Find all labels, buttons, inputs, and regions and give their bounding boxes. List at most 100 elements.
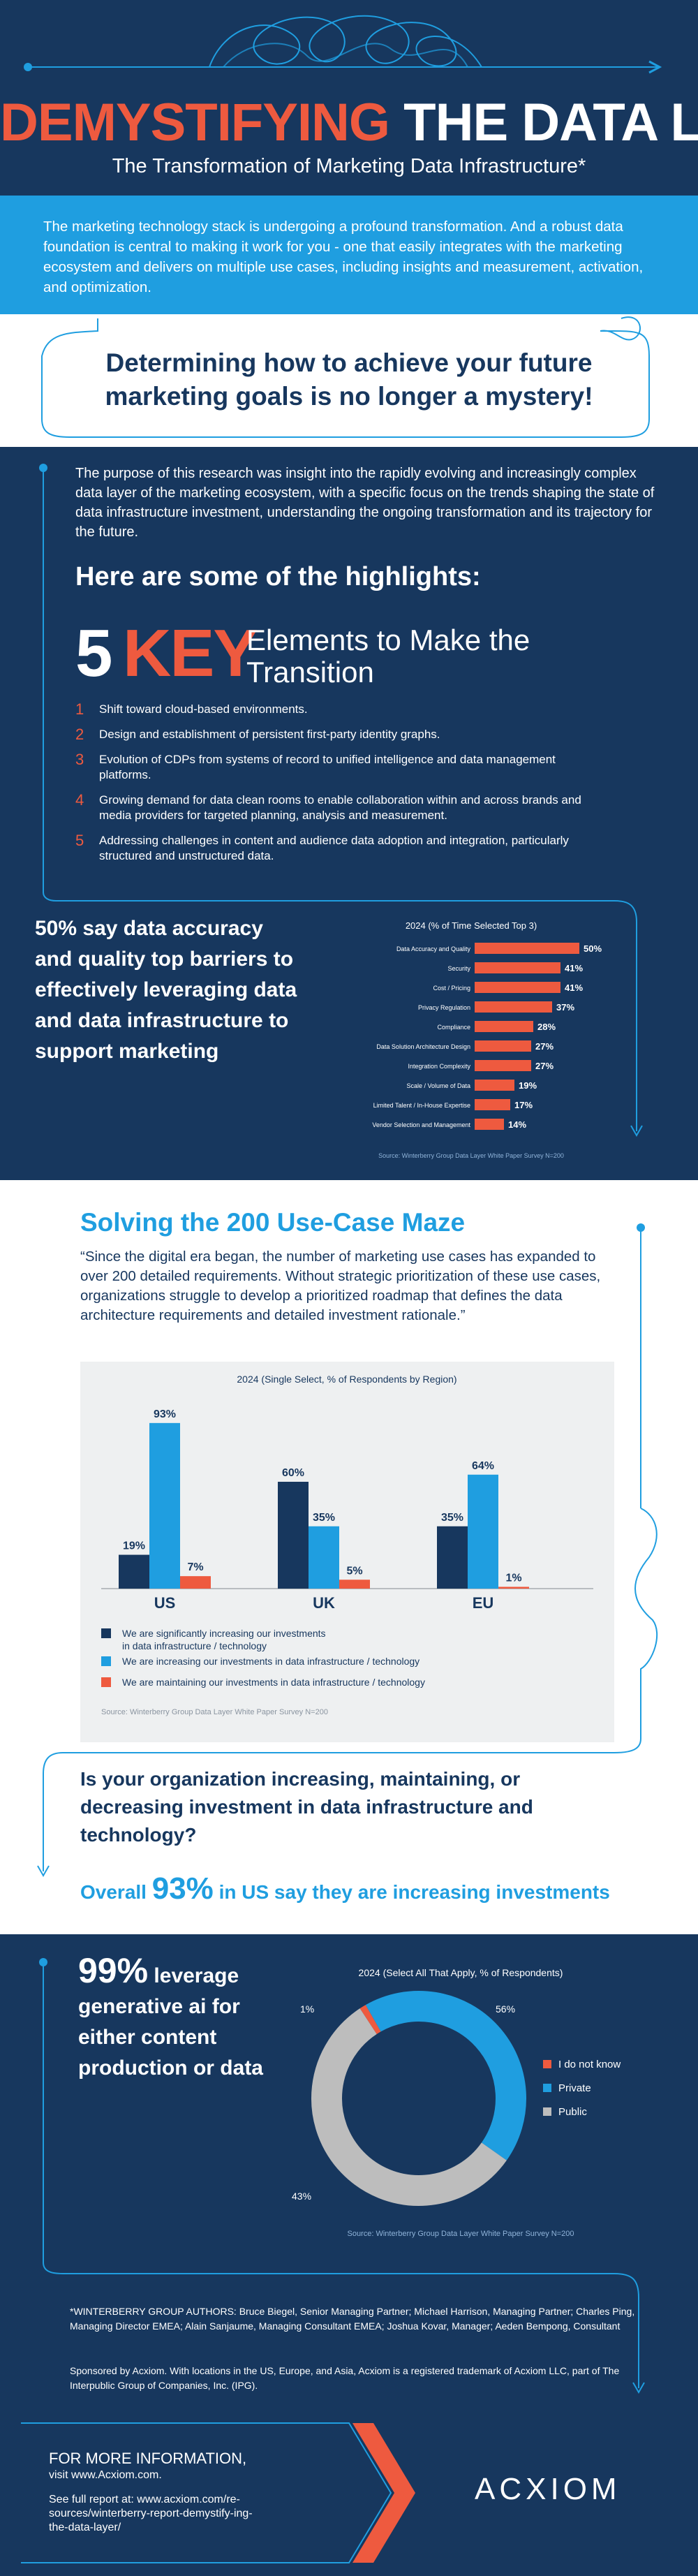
- list-item: 2 Design and establishment of persistent …: [75, 727, 606, 742]
- chart-title: 2024 (Select All That Apply, % of Respon…: [359, 1967, 563, 1978]
- chart-source: Source: Winterberry Group Data Layer Whi…: [348, 2230, 574, 2238]
- report-link[interactable]: See full report at: www.acxiom.com/re-so…: [49, 2494, 253, 2533]
- category-label: Privacy Regulation: [418, 1004, 470, 1011]
- chart-title: 2024 (% of Time Selected Top 3): [406, 920, 537, 931]
- investment-chart-svg: 2024 (Single Select, % of Respondents by…: [101, 1374, 593, 1716]
- category-label: Integration Complexity: [408, 1063, 470, 1070]
- bar: [149, 1422, 180, 1589]
- bar: [437, 1526, 468, 1589]
- data-label: 27%: [535, 1041, 554, 1052]
- bar: [498, 1587, 529, 1589]
- maze-quote: “Since the digital era began, the number…: [80, 1249, 601, 1323]
- data-label: 14%: [508, 1119, 526, 1130]
- category-label: Cost / Pricing: [433, 985, 470, 992]
- category-label: Security: [447, 965, 470, 972]
- overall-number: 93%: [151, 1871, 214, 1906]
- data-label: 28%: [537, 1022, 556, 1032]
- title-accent: DEMYSTIFYING: [0, 93, 390, 152]
- donut-slice: [365, 1991, 526, 2161]
- five-number: 5: [75, 616, 113, 691]
- genai-donut-chart: 2024 (Select All That Apply, % of Respon…: [279, 1962, 642, 2242]
- bar: [475, 1099, 510, 1110]
- bar: [475, 1001, 552, 1013]
- highlights-title: Here are some of the highlights:: [75, 562, 481, 591]
- legend-swatch: [101, 1656, 111, 1666]
- barriers-chart-svg: 2024 (% of Time Selected Top 3) Data Accu…: [372, 920, 602, 1159]
- investment-chart: 2024 (Single Select, % of Respondents by…: [80, 1362, 614, 1742]
- legend-swatch: [543, 2060, 551, 2068]
- list-number: 4: [75, 791, 84, 809]
- footer-section: FOR MORE INFORMATION, visit www.Acxiom.c…: [0, 2402, 698, 2576]
- five-key-word: KEY: [123, 616, 258, 691]
- category-label: UK: [313, 1594, 335, 1612]
- list-item: 5 Addressing challenges in content and au…: [75, 833, 606, 864]
- header-section: DEMYSTIFYING THE DATA LAYER: The Transfo…: [0, 0, 698, 196]
- bar: [119, 1554, 149, 1589]
- bar: [475, 1040, 531, 1052]
- list-number: 3: [75, 751, 84, 768]
- genai-connector: [39, 1958, 645, 2394]
- donut-slice: [311, 2008, 507, 2206]
- list-item: 3 Evolution of CDPs from systems of recor…: [75, 752, 606, 783]
- footer-frame: [21, 2422, 415, 2563]
- chart-source: Source: Winterberry Group Data Layer Whi…: [378, 1152, 564, 1159]
- data-label: 50%: [584, 943, 602, 954]
- list-text: Evolution of CDPs from systems of record…: [99, 753, 556, 781]
- five-elements-label: Elements to Make the Transition: [246, 624, 530, 689]
- bar: [475, 1021, 533, 1032]
- bar: [475, 1080, 514, 1091]
- category-label: Scale / Volume of Data: [406, 1082, 470, 1089]
- barrier-stat: 50% say data accuracy and quality top ba…: [35, 917, 297, 1063]
- authors-text: *WINTERBERRY GROUP AUTHORS: Bruce Biegel…: [70, 2306, 635, 2332]
- data-label: 41%: [565, 982, 583, 993]
- mystery-section: Determining how to achieve your future m…: [0, 314, 698, 447]
- category-label: Compliance: [437, 1024, 470, 1031]
- overall-pre: Overall: [80, 1881, 147, 1903]
- list-number: 1: [75, 700, 84, 718]
- intro-section: The marketing technology stack is underg…: [0, 196, 698, 314]
- data-label: 1%: [300, 2003, 314, 2015]
- barriers-chart: 2024 (% of Time Selected Top 3) Data Accu…: [328, 913, 614, 1165]
- legend-label: I do not know: [558, 2059, 621, 2070]
- callout-frame: [41, 316, 650, 438]
- chart-title: 2024 (Single Select, % of Respondents by…: [237, 1374, 456, 1385]
- genai-stat-number: 99%: [78, 1951, 149, 1990]
- bar: [339, 1580, 370, 1589]
- bar: [475, 962, 560, 973]
- bar: [309, 1526, 339, 1589]
- data-label: 43%: [292, 2191, 311, 2202]
- category-label: EU: [473, 1594, 494, 1612]
- sponsor-text: Sponsored by Acxiom. With locations in t…: [70, 2365, 620, 2391]
- acxiom-logo: ACXIOM: [475, 2472, 621, 2506]
- bar: [278, 1482, 309, 1589]
- data-label: 19%: [519, 1080, 537, 1091]
- list-number: 5: [75, 832, 84, 849]
- legend-swatch: [101, 1677, 111, 1687]
- legend-label: Public: [558, 2106, 587, 2118]
- bar: [475, 1119, 504, 1130]
- data-label: 64%: [472, 1460, 494, 1472]
- data-label: 60%: [282, 1467, 304, 1479]
- list-item: 4 Growing demand for data clean rooms to …: [75, 793, 606, 823]
- bar: [475, 1060, 531, 1071]
- bar: [475, 943, 579, 954]
- genai-stat-text: leverage generative ai for either conten…: [78, 1964, 263, 2080]
- data-label: 56%: [496, 2003, 515, 2015]
- maze-title: Solving the 200 Use-Case Maze: [80, 1208, 466, 1237]
- legend-swatch: [543, 2084, 551, 2092]
- genai-section: 99% leverage generative ai for either co…: [0, 1934, 698, 2402]
- title-rest: THE DATA LAYER:: [403, 93, 698, 152]
- chevron-right-icon: [352, 2423, 415, 2563]
- category-label: Data Accuracy and Quality: [396, 945, 471, 952]
- chart-source: Source: Winterberry Group Data Layer Whi…: [101, 1708, 328, 1716]
- category-label: US: [154, 1594, 176, 1612]
- overall-stat: Overall 93% in US say they are increasin…: [80, 1871, 610, 1906]
- genai-donut-svg: 2024 (Select All That Apply, % of Respon…: [292, 1967, 621, 2238]
- investment-question: Is your organization increasing, maintai…: [80, 1768, 533, 1846]
- purpose-section: The purpose of this research was insight…: [0, 447, 698, 1180]
- list-text: Shift toward cloud-based environments.: [99, 702, 308, 716]
- bar: [468, 1474, 498, 1589]
- category-label: Data Solution Architecture Design: [376, 1043, 470, 1050]
- visit-link[interactable]: visit www.Acxiom.com.: [49, 2469, 162, 2481]
